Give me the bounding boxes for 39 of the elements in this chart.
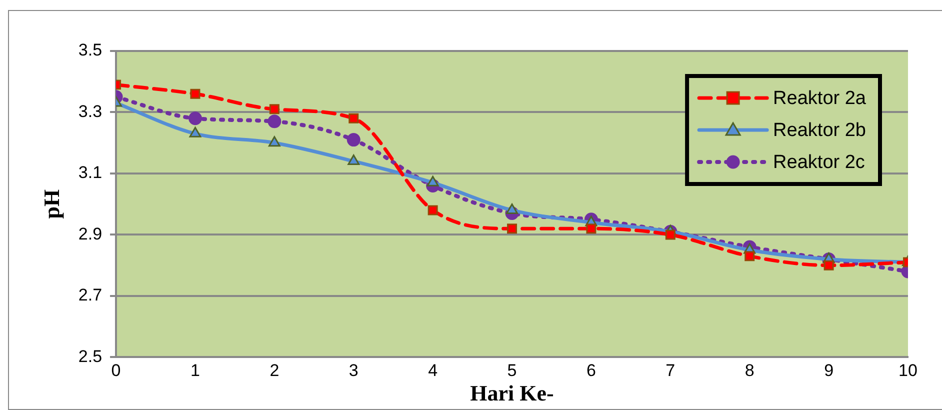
x-tick-label: 5 (507, 361, 517, 380)
point (426, 176, 439, 186)
point (507, 224, 518, 234)
y-axis-title: pH (38, 189, 64, 219)
point (268, 114, 282, 128)
y-tick-label: 2.7 (78, 286, 102, 305)
point (506, 203, 518, 214)
point (348, 113, 359, 124)
point (188, 112, 202, 126)
x-tick-label: 1 (190, 361, 200, 380)
x-tick-label: 7 (666, 361, 676, 380)
y-tick-label: 3.5 (78, 40, 102, 60)
x-tick-label: 0 (111, 361, 121, 380)
y-tick-label: 3.1 (78, 163, 102, 182)
x-tick-label: 6 (586, 361, 596, 380)
legend-label: Reaktor 2c (773, 152, 865, 174)
x-tick-label: 8 (744, 361, 754, 380)
legend-label: Reaktor 2a (773, 88, 866, 110)
point (190, 88, 200, 99)
point (744, 251, 755, 262)
y-tick-label: 2.9 (78, 224, 102, 244)
point (346, 133, 360, 147)
legend-label: Reaktor 2b (773, 120, 866, 142)
x-tick-label: 3 (348, 361, 358, 380)
point (268, 136, 280, 147)
point (586, 224, 596, 234)
point (824, 260, 834, 270)
x-tick-label: 2 (270, 361, 280, 380)
point (428, 205, 438, 216)
x-tick-label: 4 (428, 361, 438, 380)
x-axis-title: Hari Ke- (470, 380, 554, 406)
point (348, 154, 360, 165)
x-tick-label: 10 (898, 361, 918, 380)
point (269, 104, 280, 114)
point (665, 230, 676, 240)
y-tick-label: 3.3 (78, 102, 102, 121)
y-tick-label: 2.5 (78, 346, 102, 366)
x-tick-label: 9 (824, 361, 834, 380)
point (189, 126, 202, 138)
